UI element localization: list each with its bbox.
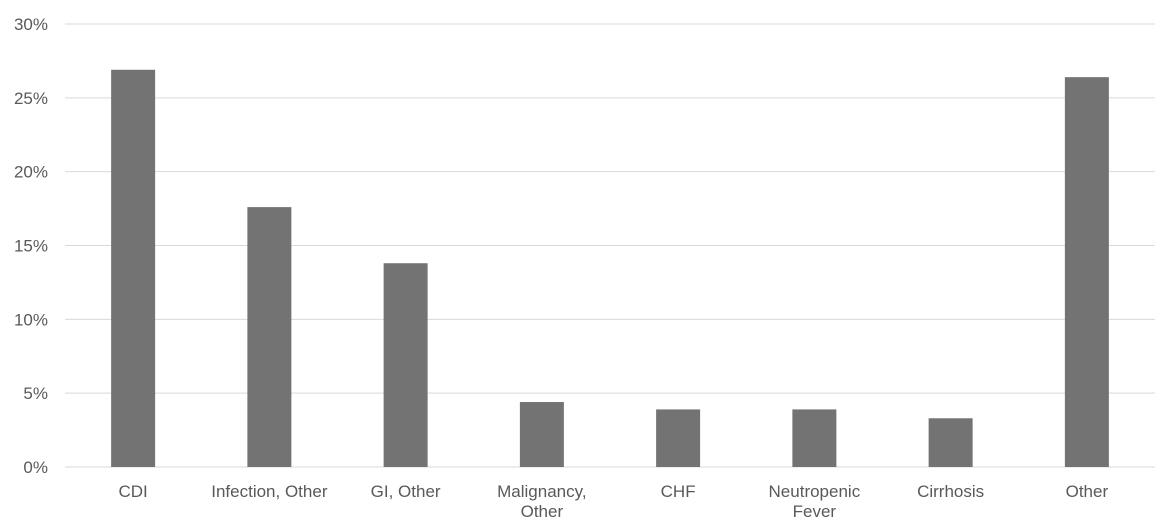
- x-category-label: Infection, Other: [211, 482, 328, 501]
- y-tick-label: 15%: [14, 237, 48, 256]
- x-category-label: CDI: [118, 482, 147, 501]
- x-axis-category-labels: CDI Infection, Other GI, Other Malignancy, O…: [118, 482, 1108, 521]
- bar: [111, 69, 156, 467]
- y-tick-label: 5%: [23, 384, 48, 403]
- y-tick-label: 0%: [23, 458, 48, 477]
- x-category-label: Other: [1066, 482, 1109, 501]
- y-tick-label: 10%: [14, 310, 48, 329]
- x-category-label: CHF: [661, 482, 696, 501]
- y-tick-label: 30%: [14, 15, 48, 34]
- x-category-label: GI, Other: [371, 482, 441, 501]
- grid-layer: [65, 23, 1155, 468]
- y-tick-label: 20%: [14, 163, 48, 182]
- bar: [928, 418, 973, 467]
- bar-series: [111, 69, 1109, 467]
- x-category-label: Neutropenic Fever: [769, 482, 861, 521]
- bar: [247, 207, 292, 467]
- bar: [1064, 77, 1109, 467]
- y-axis-tick-labels: 0% 5% 10% 15% 20% 25% 30%: [14, 15, 48, 477]
- bar: [383, 263, 428, 467]
- x-category-label: Cirrhosis: [917, 482, 984, 501]
- x-category-label: Malignancy, Other: [497, 482, 586, 521]
- y-tick-label: 25%: [14, 89, 48, 108]
- bar: [792, 409, 837, 467]
- bar: [656, 409, 701, 467]
- bar: [519, 402, 564, 467]
